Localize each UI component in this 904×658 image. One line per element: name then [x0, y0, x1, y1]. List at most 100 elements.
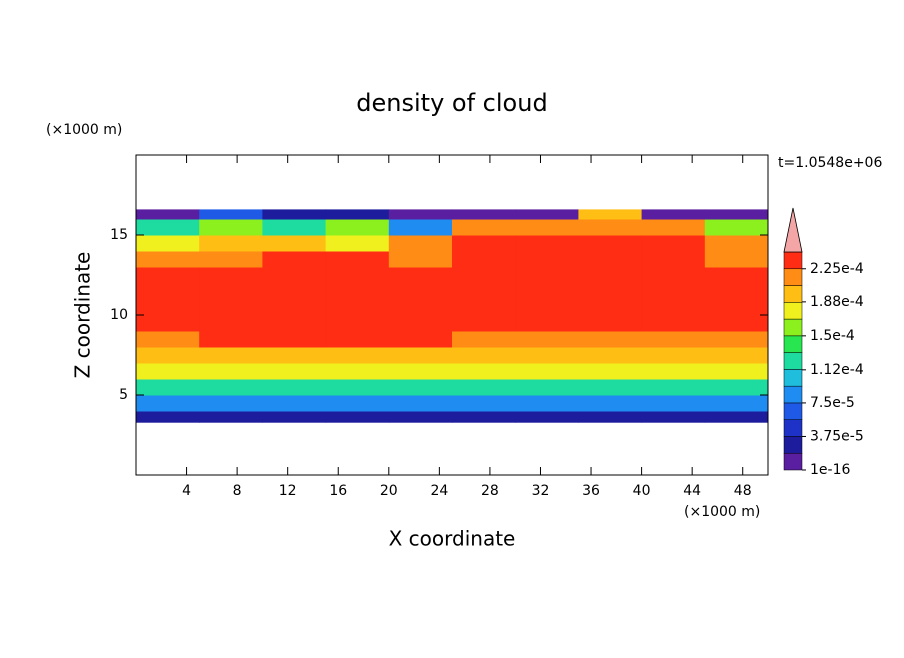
y-unit: (×1000 m) [46, 122, 122, 138]
colorbar-tick-label: 3.75e-5 [810, 428, 864, 444]
cell [262, 283, 327, 300]
cell [515, 267, 579, 284]
cell [578, 331, 643, 348]
cell [325, 235, 390, 252]
cell [578, 209, 643, 220]
cell [641, 411, 706, 423]
cell [388, 331, 453, 348]
cell [388, 411, 453, 423]
x-tick-label: 36 [582, 483, 600, 499]
cell [641, 315, 706, 332]
cell [199, 411, 263, 423]
colorbar-box [783, 436, 803, 454]
cell [325, 379, 390, 396]
cell [325, 251, 390, 268]
cell [578, 235, 643, 252]
cell [704, 251, 769, 268]
cell [704, 347, 769, 364]
cell [388, 347, 453, 364]
cell [452, 347, 516, 364]
cell [262, 379, 327, 396]
cell [262, 395, 327, 412]
cell [452, 299, 516, 316]
cell [515, 411, 579, 423]
cell [136, 395, 200, 412]
cell [199, 315, 263, 332]
cell [704, 315, 769, 332]
cell [325, 315, 390, 332]
cell [578, 411, 643, 423]
colorbar-box [783, 369, 803, 387]
cell [704, 411, 769, 423]
colorbar-box [783, 352, 803, 370]
x-tick-label: 32 [532, 483, 550, 499]
x-tick-label: 12 [279, 483, 297, 499]
cell [136, 363, 200, 380]
cell [452, 251, 516, 268]
cell [641, 299, 706, 316]
cell [515, 347, 579, 364]
cell [641, 379, 706, 396]
cell [136, 411, 200, 423]
cell [515, 315, 579, 332]
cell [199, 395, 263, 412]
cell [262, 363, 327, 380]
x-tick-label: 4 [182, 483, 191, 499]
cell [325, 283, 390, 300]
cell [704, 209, 769, 220]
cell [704, 379, 769, 396]
cell [641, 331, 706, 348]
cell [452, 379, 516, 396]
cell [325, 267, 390, 284]
cell [136, 251, 200, 268]
cell [325, 331, 390, 348]
cell [641, 235, 706, 252]
colorbar-box [783, 285, 803, 303]
cell [641, 209, 706, 220]
cell [515, 379, 579, 396]
cell [199, 347, 263, 364]
colorbar-tick-label: 1.5e-4 [810, 328, 855, 344]
cell [704, 235, 769, 252]
cell [262, 235, 327, 252]
cell [452, 235, 516, 252]
cell [388, 235, 453, 252]
cell [262, 209, 327, 220]
cell [641, 219, 706, 236]
chart-title: density of cloud [356, 89, 547, 117]
cell [262, 331, 327, 348]
colorbar-tick-label: 1.88e-4 [810, 294, 864, 310]
cell [515, 251, 579, 268]
cell [452, 395, 516, 412]
cell [199, 267, 263, 284]
cell [136, 315, 200, 332]
cell [452, 411, 516, 423]
x-tick-label: 8 [233, 483, 242, 499]
cell [515, 283, 579, 300]
cell [578, 379, 643, 396]
colorbar-tick-label: 7.5e-5 [810, 395, 855, 411]
cell [325, 363, 390, 380]
colorbar-box [783, 419, 803, 437]
cell [262, 267, 327, 284]
cell [515, 395, 579, 412]
cell [388, 267, 453, 284]
cell [704, 267, 769, 284]
cell [136, 235, 200, 252]
cell [641, 395, 706, 412]
cell [199, 379, 263, 396]
cell [641, 347, 706, 364]
x-tick-label: 20 [380, 483, 398, 499]
y-tick-label: 5 [119, 387, 128, 403]
cell [704, 283, 769, 300]
cell [136, 347, 200, 364]
cell [641, 363, 706, 380]
cell [704, 363, 769, 380]
cell [262, 315, 327, 332]
cell [262, 299, 327, 316]
colorbar-box [783, 385, 803, 404]
colorbar-box [783, 452, 803, 471]
cell [578, 299, 643, 316]
